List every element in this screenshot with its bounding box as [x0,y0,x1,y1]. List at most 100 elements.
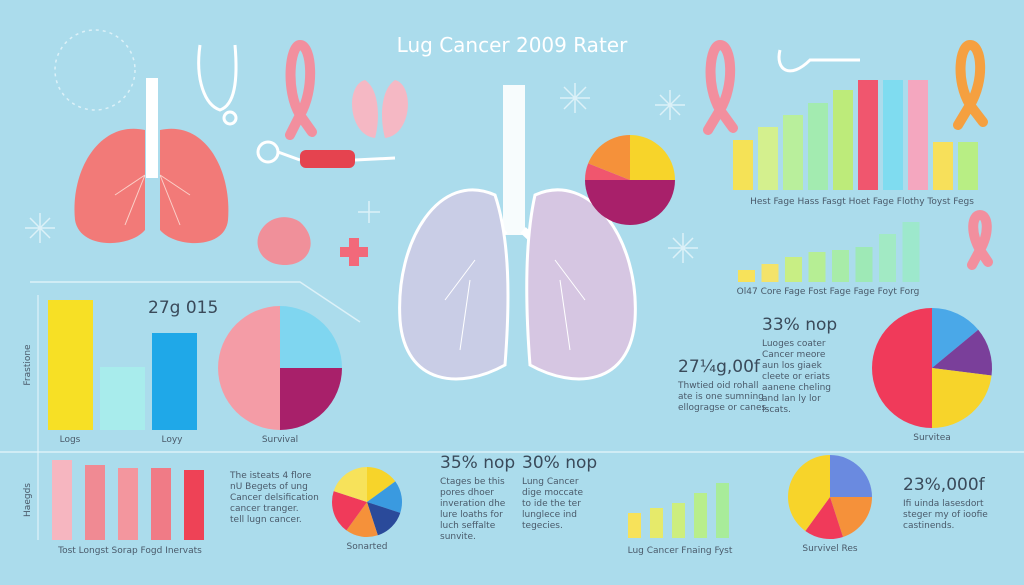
bar-caption: Lug Cancer Fnaing Fyst [628,546,733,556]
bar [733,140,753,190]
stat-line: Cancer meore [762,350,826,360]
bar-label: Logs [60,435,81,445]
stat-line: tegecies. [522,521,563,531]
title: Lug Cancer 2009 Rater [397,33,628,57]
stat-line: cancer tranger. [230,504,299,514]
pie-slice [788,455,830,531]
stat-line: Ifi uinda lasesdort [903,499,984,509]
pie-slice [588,135,630,180]
bar [151,468,171,540]
pie-slice [830,455,872,497]
stat-line: Thwtied oid rohall [677,381,759,391]
stat-line: ate is one sumning [678,392,764,402]
stat-line: Ctages be this [440,477,505,487]
bar [908,80,928,190]
bar [833,90,853,190]
stat-line: tell lugn cancer. [230,515,302,525]
bar [85,465,105,540]
bar [628,513,641,538]
tube [300,150,355,168]
bar [902,222,920,282]
bar [958,142,978,190]
stat-headline: 33% nop [762,315,837,335]
decorations [0,29,1024,453]
bar [808,103,828,190]
bar [758,127,778,190]
bar [738,270,755,282]
pie-slice [830,497,872,537]
bar [48,300,93,430]
pie-slice [280,368,342,430]
stat-line: inveration dhe [440,499,506,509]
stat-headline: 30% nop [522,453,597,473]
stat-line: aun los giaek [762,361,823,371]
ribbons [285,39,993,270]
stat-line: steger my of ioofie [903,510,988,520]
stat-line: aanene cheling [762,383,831,393]
bar [100,367,145,430]
pie-slice [932,308,979,368]
bar [52,460,72,540]
pie-slice [367,502,401,536]
stat-line: lure loaths for [440,510,503,520]
pie-slice [805,497,843,539]
bar [933,142,953,190]
stat-line: dige moccate [522,488,584,498]
pie-slice [872,308,932,428]
center-lungs [398,85,637,381]
stat-line: Lung Cancer [522,477,579,487]
stat-line: Cancer delsification [230,493,319,503]
bar [716,483,729,538]
stat-line: sunvite. [440,532,476,542]
stat-headline: 27g 015 [148,298,218,318]
bar [883,80,903,190]
pie-slice [932,368,992,428]
bar [184,470,204,540]
pie-slice [333,467,367,502]
bar [858,80,878,190]
bar [650,508,663,538]
pie-slice [367,481,403,513]
stat-line: Luoges coater [762,339,826,349]
stat-line: luch seffalte [440,521,496,531]
pie-slice [332,491,367,531]
bar [152,333,197,430]
pie-slice [218,306,280,430]
bar [808,252,826,282]
axis-label: Haegds [23,483,33,517]
organ [257,217,311,265]
pie-slice [630,135,675,180]
plus-sign [340,238,368,266]
stethoscope [197,44,860,164]
bar [855,247,873,282]
stat-line: pores dhoer [440,488,494,498]
stat-line: and lan ly lor [762,394,821,404]
bar [694,493,707,538]
axis-label: Frastione [23,344,33,386]
small-lungs [352,80,408,138]
stat-line: cleete or eriats [762,372,830,382]
bar [832,250,849,282]
pie-slice [585,163,630,180]
stat-headline: 27¼g,00f [678,357,761,377]
pie-slice [367,467,396,502]
pie-slice [932,329,992,376]
stat-headline: 23%,000f [903,475,986,495]
stat-line: The isteats 4 flore [229,471,312,481]
bar-caption: Ol47 Core Fage Fost Fage Fage Foyt Forg [737,287,920,297]
pie-label: Sonarted [347,542,388,552]
bar-label: Loyy [161,435,183,445]
pie-label: Survitea [913,433,951,443]
pie-label: Survivel Res [802,544,858,554]
pie-slice [346,502,378,538]
bar-caption: Hest Fage Hass Fasgt Hoet Fage Flothy To… [750,197,974,207]
stat-line: castinends. [903,521,954,531]
pie-slice [280,306,342,368]
bar-caption: Tost Longst Sorap Fogd Inervats [57,546,202,556]
pie-label: Survival [262,435,298,445]
bar [118,468,138,540]
stat-line: nU Begets of ung [230,482,308,492]
pie-slice [585,180,675,225]
stat-line: to ide the ter [522,499,581,509]
